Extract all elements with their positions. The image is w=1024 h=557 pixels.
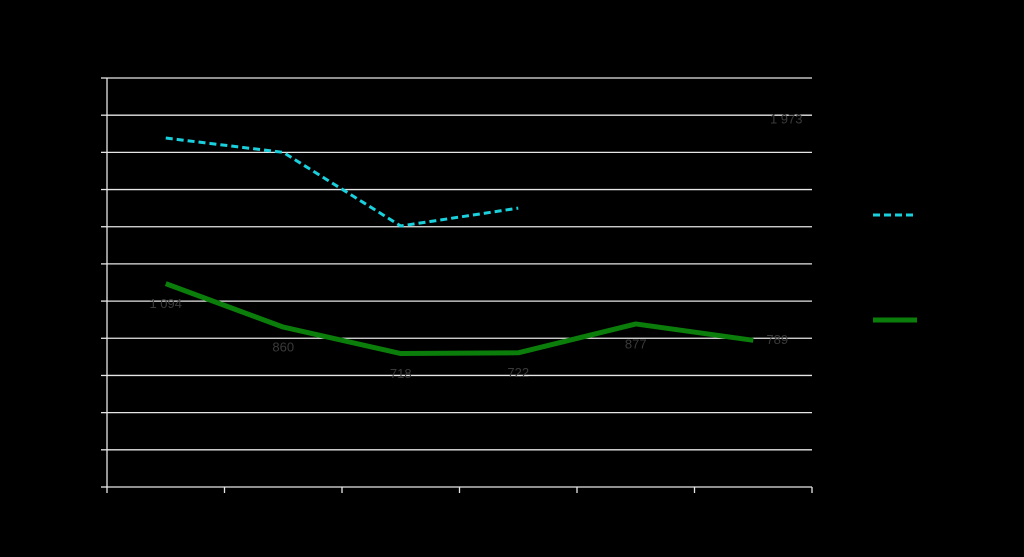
data-label: 1 973 [770, 112, 803, 127]
data-label: 1 094 [149, 296, 182, 311]
data-label: 718 [390, 366, 412, 381]
series-line [164, 281, 754, 357]
data-label: 877 [625, 336, 647, 351]
data-label: 860 [272, 340, 294, 355]
data-label: 722 [507, 365, 529, 380]
data-label: 789 [766, 332, 788, 347]
series-line [165, 136, 519, 228]
